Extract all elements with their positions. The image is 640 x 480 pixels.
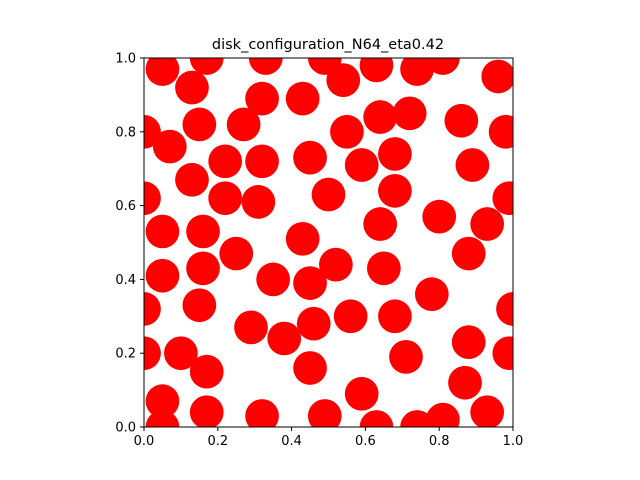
disk-point [426,58,460,75]
disk-point [145,214,180,249]
disk-point [488,114,513,149]
disk-point [333,299,368,334]
disk-point [326,63,361,98]
x-tick-label: 0.6 [355,434,376,449]
disk-point [144,181,161,216]
disk-point [186,251,220,286]
disk-point [293,266,327,300]
y-axis: 0.0 0.2 0.4 0.6 0.8 1.0 [115,52,144,436]
disk-point [451,236,486,271]
disk-point [444,103,479,138]
disk-point [414,277,449,312]
disk-layer [144,58,513,427]
disk-point [152,129,187,164]
disk-point [182,288,217,323]
disk-point [307,399,342,427]
disk-point [248,58,283,75]
disk-point [319,247,353,282]
disk-point [245,81,279,116]
x-tick-label: 1.0 [503,434,524,449]
x-tick-label: 0.8 [429,434,450,449]
y-tick-label: 0.8 [115,125,136,140]
disk-point [311,177,346,212]
disk-point [378,299,412,334]
disk-point [186,214,220,249]
disk-point [175,70,209,105]
disk-point [426,402,460,427]
disk-point [208,144,243,179]
disk-point [267,321,302,356]
disk-point [492,181,513,216]
disk-point [145,410,180,427]
disk-point [241,185,276,219]
y-tick-label: 0.6 [115,199,136,214]
plot-frame [143,57,514,428]
y-tick-label: 1.0 [115,52,136,67]
disk-point [378,173,412,208]
disk-point [363,207,398,241]
disk-point [145,58,180,86]
disk-point [400,410,434,427]
disk-point [293,351,327,385]
disk-point [366,251,401,286]
disk-point [256,262,291,297]
disk-point [451,325,486,359]
disk-point [296,306,331,341]
y-tick-label: 0.2 [115,347,136,362]
disk-point [470,395,505,427]
disk-point [145,384,180,419]
disk-point [492,336,513,371]
disk-point [344,148,379,182]
disk-point [448,365,482,400]
disk-point [144,292,161,326]
y-tick-label: 0.4 [115,273,136,288]
disk-point [245,399,279,427]
disk-point [470,207,505,241]
disk-point [226,107,261,142]
y-tick-label: 0.0 [115,421,136,436]
disk-point [285,221,320,256]
disk-point [164,336,198,371]
chart-title: disk_configuration_N64_eta0.42 [212,37,444,53]
disk-point [219,236,254,271]
disk-point [144,336,161,371]
disk-point [285,81,320,116]
disk-point [245,144,279,179]
disk-point [422,199,457,234]
disk-point [189,354,224,389]
disk-point [359,410,394,427]
disk-point [392,96,427,131]
disk-point [344,376,379,411]
disk-point [145,258,180,293]
disk-point [189,395,224,427]
x-tick-label: 0.4 [281,434,302,449]
disk-point [359,58,394,83]
x-axis: 0.0 0.2 0.4 0.6 0.8 1.0 [134,427,524,449]
x-tick-label: 0.0 [134,434,155,449]
disk-point [182,107,217,142]
disk-point [234,310,268,345]
disk-point [389,340,423,374]
x-tick-label: 0.2 [207,434,228,449]
disk-point [330,114,364,149]
disk-point [189,58,224,75]
disk-point [455,148,490,182]
disk-point [363,100,398,134]
disk-point [293,140,327,175]
disk-point [481,59,513,94]
disk-point [400,58,434,86]
disk-point [208,181,243,216]
disk-point [378,137,412,171]
disk-point [175,162,209,197]
disk-point [496,292,513,326]
